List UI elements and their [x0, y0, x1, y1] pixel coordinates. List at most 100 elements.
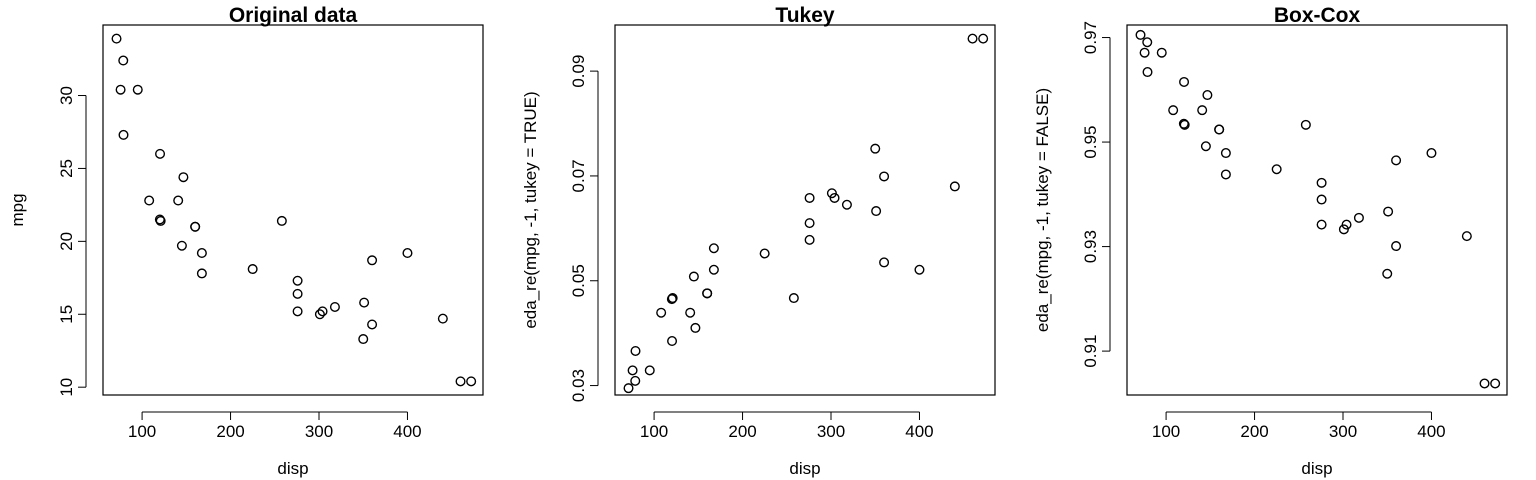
y-tick-label: 0.03: [569, 369, 588, 402]
data-point: [870, 143, 881, 154]
x-tick-label: 300: [1329, 422, 1357, 441]
data-point: [1135, 29, 1146, 40]
data-point: [914, 264, 925, 275]
data-point: [190, 221, 201, 232]
x-tick-label: 200: [216, 422, 244, 441]
data-point: [1139, 47, 1150, 58]
x-tick-label: 200: [728, 422, 756, 441]
data-point: [1142, 67, 1153, 78]
data-point: [402, 248, 413, 259]
data-point: [708, 243, 719, 254]
data-point: [702, 288, 713, 299]
data-point: [1214, 124, 1225, 135]
x-axis: 100 200 300 400: [640, 411, 934, 441]
x-tick-label: 300: [817, 422, 845, 441]
data-point: [132, 84, 143, 95]
data-point: [367, 255, 378, 266]
data-point: [690, 322, 701, 333]
data-point: [118, 55, 129, 66]
data-point: [358, 334, 369, 345]
data-point: [1353, 212, 1364, 223]
data-point: [1382, 268, 1393, 279]
data-point: [111, 33, 122, 44]
y-tick-label: 20: [57, 232, 76, 251]
data-point: [115, 84, 126, 95]
data-point: [1316, 177, 1327, 188]
y-tick-label: 0.07: [569, 159, 588, 192]
data-point: [688, 271, 699, 282]
y-tick-label: 25: [57, 159, 76, 178]
data-point: [292, 306, 303, 317]
data-point: [804, 192, 815, 203]
data-point: [1220, 148, 1231, 159]
data-point: [879, 257, 890, 268]
data-point: [1179, 119, 1190, 130]
data-point: [1200, 141, 1211, 152]
plot-frame: [614, 24, 996, 396]
data-point: [178, 172, 189, 183]
data-point: [118, 129, 129, 140]
data-point: [1168, 105, 1179, 116]
data-point: [176, 240, 187, 251]
chart-title: Tukey: [775, 4, 834, 27]
data-point: [1142, 37, 1153, 48]
data-point: [1197, 105, 1208, 116]
data-point: [317, 306, 328, 317]
y-tick-label: 0.97: [1081, 21, 1100, 54]
data-point: [656, 307, 667, 318]
data-point: [685, 307, 696, 318]
x-tick-label: 400: [1417, 422, 1445, 441]
data-point: [666, 294, 677, 305]
x-tick-label: 100: [640, 422, 668, 441]
x-tick-label: 200: [1240, 422, 1268, 441]
data-point: [667, 336, 678, 347]
y-tick-label: 30: [57, 86, 76, 105]
data-point: [1178, 118, 1189, 129]
panel-box-cox: Box-Cox disp eda_re(mpg, -1, tukey = FAL…: [1033, 4, 1508, 478]
y-axis: 0.91 0.93 0.95 0.97: [1081, 21, 1111, 368]
y-axis: 10 15 20 25 30: [57, 86, 87, 397]
data-point: [1156, 47, 1167, 58]
data-point: [1338, 224, 1349, 235]
data-points: [111, 33, 477, 387]
data-point: [1220, 169, 1231, 180]
x-tick-label: 400: [905, 422, 933, 441]
data-point: [978, 33, 989, 44]
y-axis-label: eda_re(mpg, -1, tukey = TRUE): [521, 91, 540, 328]
x-tick-label: 100: [128, 422, 156, 441]
data-point: [367, 319, 378, 330]
y-tick-label: 10: [57, 378, 76, 397]
data-points: [1135, 29, 1501, 389]
data-point: [455, 376, 466, 387]
data-point: [173, 195, 184, 206]
data-point: [1391, 241, 1402, 252]
data-point: [359, 297, 370, 308]
panel-tukey: Tukey disp eda_re(mpg, -1, tukey = TRUE)…: [521, 4, 996, 478]
data-point: [759, 248, 770, 259]
x-axis-label: disp: [789, 459, 820, 478]
data-point: [841, 199, 852, 210]
data-point: [466, 376, 477, 387]
x-tick-label: 400: [393, 422, 421, 441]
data-point: [144, 195, 155, 206]
data-point: [1490, 378, 1501, 389]
data-point: [1479, 378, 1490, 389]
data-point: [788, 293, 799, 304]
data-point: [804, 218, 815, 229]
data-point: [1202, 90, 1213, 101]
data-point: [804, 234, 815, 245]
chart-title: Box-Cox: [1274, 4, 1361, 27]
data-point: [949, 181, 960, 192]
y-axis-label: eda_re(mpg, -1, tukey = FALSE): [1033, 88, 1052, 332]
data-point: [879, 171, 890, 182]
x-axis: 100 200 300 400: [1152, 411, 1446, 441]
data-point: [196, 248, 207, 259]
data-point: [1271, 164, 1282, 175]
data-point: [826, 188, 837, 199]
x-axis: 100 200 300 400: [128, 411, 422, 441]
data-point: [437, 313, 448, 324]
y-tick-label: 0.93: [1081, 230, 1100, 263]
y-tick-label: 0.09: [569, 55, 588, 88]
data-point: [247, 264, 258, 275]
